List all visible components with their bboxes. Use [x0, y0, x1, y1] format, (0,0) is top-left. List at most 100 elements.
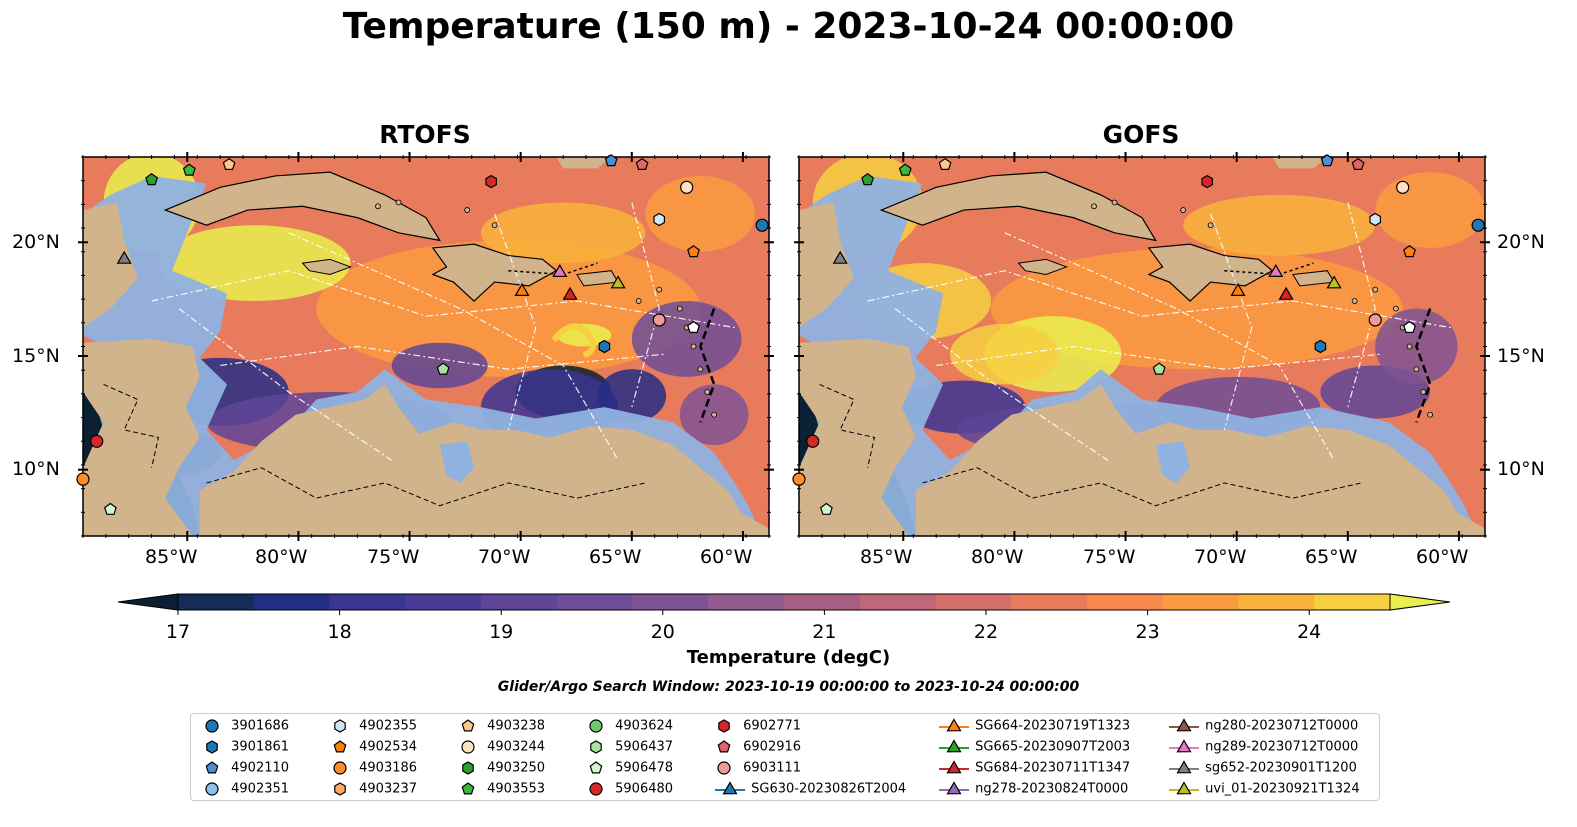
legend-item-label: 4902534 — [355, 739, 418, 755]
legend-item: 4902351 — [201, 781, 289, 798]
float-marker — [145, 172, 159, 186]
small-island — [1427, 411, 1434, 418]
y-tick-label: 20°N — [12, 231, 60, 253]
land-jamaica — [1017, 258, 1068, 276]
float-marker — [598, 339, 611, 354]
land-cuba — [879, 171, 1157, 242]
legend-marker-pentagon — [205, 761, 219, 774]
legend-item-label: ng280-20230712T0000 — [1201, 718, 1359, 734]
legend-item-label: 4903237 — [355, 781, 418, 797]
land-yucatan — [83, 202, 138, 328]
legend-marker-shape — [722, 781, 738, 795]
bathymetry-contour — [699, 308, 716, 423]
legend-item: 4903244 — [457, 739, 545, 756]
legend-item-label: 4903186 — [355, 760, 418, 776]
legend-item: 4903238 — [457, 718, 545, 735]
colorbar-segment — [1314, 594, 1391, 610]
temperature-patch — [1375, 172, 1485, 248]
legend-marker-triangle — [939, 781, 969, 795]
legend-item-label: 4902110 — [227, 760, 290, 776]
legend-marker-shape — [589, 719, 603, 733]
legend-item: 4903250 — [457, 760, 545, 777]
x-tick-label: 75°W — [1083, 546, 1136, 568]
colorbar-segment — [1238, 594, 1315, 610]
country-border-line — [103, 383, 160, 468]
legend-item-label: ng289-20230712T0000 — [1201, 739, 1359, 755]
legend-item-label: 4903238 — [483, 718, 546, 734]
legend-item: 5906480 — [585, 781, 673, 798]
country-border-line — [819, 383, 876, 468]
legend-item-label: SG665-20230907T2003 — [971, 739, 1131, 755]
legend-marker-shape — [461, 782, 475, 795]
legend-marker-triangle — [939, 760, 969, 774]
small-island — [1207, 222, 1214, 229]
legend-marker-shape — [946, 781, 962, 795]
legend-marker-circle — [717, 761, 731, 775]
temperature-patch — [158, 225, 351, 302]
colorbar-segment — [481, 594, 558, 610]
y-tick-label: 15°N — [1497, 345, 1545, 367]
legend-item: 4902534 — [329, 739, 417, 756]
legend-item: SG664-20230719T1323 — [937, 718, 1130, 735]
small-island — [375, 203, 381, 210]
float-marker — [90, 434, 104, 448]
colorbar-segment — [784, 594, 861, 610]
legend-marker-shape — [205, 719, 219, 733]
legend-item-label: SG630-20230826T2004 — [747, 781, 907, 797]
float-marker — [1471, 218, 1485, 232]
legend-item: ng280-20230712T0000 — [1167, 718, 1358, 735]
legend-marker-shape — [205, 782, 219, 796]
small-island — [656, 286, 663, 293]
legend-marker-shape — [333, 761, 347, 775]
colorbar-tick-label: 22 — [974, 621, 998, 643]
legend-item-label: uvi_01-20230921T1324 — [1201, 781, 1360, 797]
warm-eddy-swirl — [551, 323, 596, 358]
legend-marker-shape — [205, 761, 219, 774]
eez-boundary-line — [936, 345, 1383, 370]
colorbar-tick-label: 19 — [489, 621, 513, 643]
x-tick-label: 75°W — [367, 546, 420, 568]
x-tick-label: 80°W — [971, 546, 1024, 568]
y-tick-label: 20°N — [1497, 231, 1545, 253]
land-south-america — [915, 384, 1485, 536]
eez-boundary-line — [631, 202, 660, 408]
colorbar-tick-label: 23 — [1136, 621, 1160, 643]
float-marker — [1351, 157, 1365, 170]
float-marker — [1403, 320, 1416, 333]
float-marker — [1396, 180, 1410, 194]
legend-marker-shape — [718, 719, 730, 733]
temperature-patch — [1183, 194, 1376, 256]
y-tick-label: 10°N — [1497, 458, 1545, 480]
eez-boundary-line — [494, 213, 537, 431]
float-marker — [1268, 264, 1284, 277]
legend-marker-pentagon — [461, 719, 475, 732]
float-marker — [635, 157, 649, 170]
small-island — [1111, 199, 1118, 206]
eez-boundary-line — [1210, 213, 1253, 431]
legend-item-label: 4903250 — [483, 760, 546, 776]
float-marker — [1369, 212, 1382, 227]
legend-marker-triangle — [1169, 739, 1199, 753]
small-island — [1406, 343, 1413, 350]
colorbar-tick-label: 24 — [1297, 621, 1321, 643]
small-island — [676, 305, 683, 312]
legend-marker-shape — [946, 718, 962, 732]
legend-item: 5906478 — [585, 760, 673, 777]
legend-item: 4903624 — [585, 718, 673, 735]
eez-boundary-line — [151, 270, 735, 329]
legend-item-label: 6903111 — [739, 760, 802, 776]
legend-marker-triangle — [939, 718, 969, 732]
small-island — [704, 389, 711, 395]
legend-marker-hexagon — [334, 782, 346, 796]
legend-item: 4903553 — [457, 781, 545, 798]
legend-marker-shape — [334, 719, 346, 733]
small-island — [697, 366, 704, 373]
search-window-text: Glider/Argo Search Window: 2023-10-19 00… — [497, 679, 1080, 695]
float-marker — [552, 264, 568, 277]
x-tick-label: 65°W — [589, 546, 642, 568]
legend-marker-shape — [1176, 739, 1192, 753]
x-tick-label: 80°W — [255, 546, 308, 568]
colorbar-segment — [178, 594, 255, 610]
small-island — [395, 199, 402, 206]
